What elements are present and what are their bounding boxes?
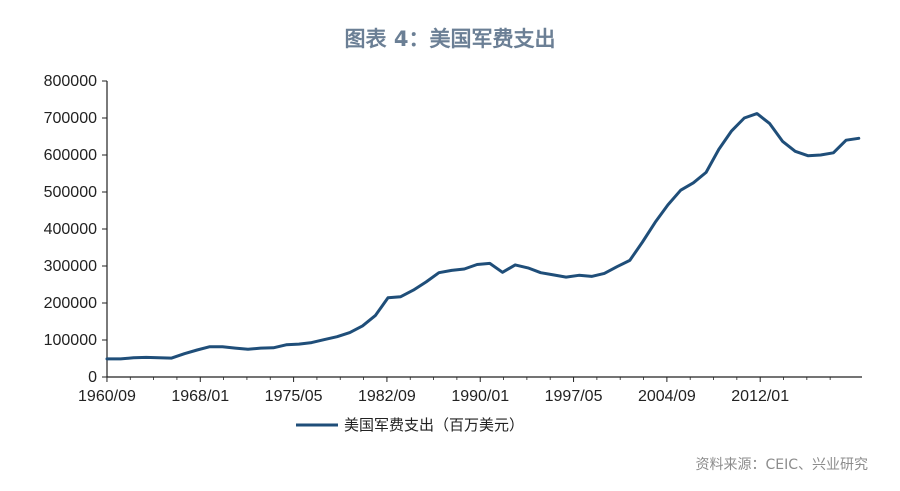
- y-tick-label: 600000: [44, 147, 97, 164]
- source-note: 资料来源：CEIC、兴业研究: [695, 457, 868, 473]
- x-ticks: 1960/09 1968/01 1975/05 1982/09 1990/01 1997/…: [78, 377, 831, 405]
- y-tick-label: 400000: [44, 221, 97, 238]
- x-tick-label: 2012/01: [731, 388, 789, 405]
- y-axis: 0 100000 200000 300000 400000 500000 600000 700…: [44, 73, 108, 386]
- y-tick-label: 300000: [44, 258, 97, 275]
- x-tick-label: 1997/05: [545, 388, 603, 405]
- y-tick-label: 0: [88, 369, 97, 386]
- y-tick-label: 800000: [44, 73, 97, 90]
- x-tick-label: 1968/01: [171, 388, 229, 405]
- x-tick-label: 1975/05: [265, 388, 323, 405]
- series-layer: [105, 112, 861, 361]
- series-line-0: [105, 112, 861, 361]
- y-ticks: 0 100000 200000 300000 400000 500000 600000 700…: [44, 73, 107, 386]
- y-tick-label: 700000: [44, 110, 97, 127]
- y-tick-label: 200000: [44, 295, 97, 312]
- chart-title: 图表 4：美国军费支出: [345, 27, 556, 51]
- x-tick-label: 1982/09: [358, 388, 416, 405]
- x-tick-label: 1990/01: [451, 388, 509, 405]
- legend: 美国军费支出（百万美元）: [296, 416, 524, 434]
- x-tick-label: 1960/09: [78, 388, 136, 405]
- y-tick-label: 100000: [44, 332, 97, 349]
- x-tick-label: 2004/09: [638, 388, 696, 405]
- y-tick-label: 500000: [44, 184, 97, 201]
- legend-label: 美国军费支出（百万美元）: [344, 416, 524, 434]
- x-axis: 1960/09 1968/01 1975/05 1982/09 1990/01 1997/…: [78, 376, 862, 405]
